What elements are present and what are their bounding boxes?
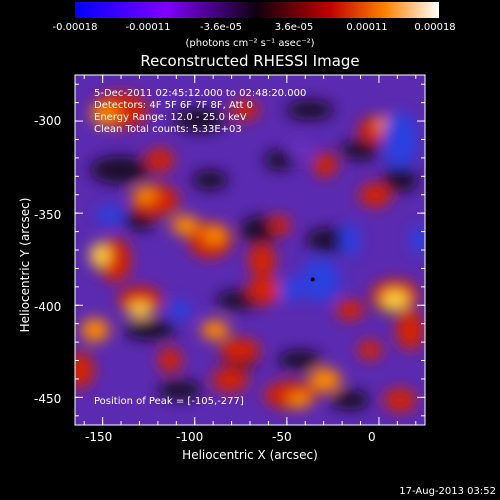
colorbar-tick: -0.00018 xyxy=(52,22,98,33)
y-tick-label: -350 xyxy=(34,208,62,222)
peak-position-label: Position of Peak = [-105,-277] xyxy=(94,396,244,407)
colorbar xyxy=(75,2,439,18)
chart-title: Reconstructed RHESSI Image xyxy=(140,52,360,70)
y-axis-title: Heliocentric Y (arcsec) xyxy=(18,197,32,333)
x-tick-label: 0 xyxy=(368,430,376,444)
colorbar-units: (photons cm⁻² s⁻¹ asec⁻²) xyxy=(185,38,315,49)
minimum-marker xyxy=(310,277,315,282)
detectors-label: Detectors: 4F 5F 6F 7F 8F, Att 0 xyxy=(94,100,254,111)
energy-range-label: Energy Range: 12.0 - 25.0 keV xyxy=(94,112,247,123)
colorbar-tick: 0.00018 xyxy=(414,22,456,33)
timestamp: 17-Aug-2013 03:52 xyxy=(399,486,496,497)
colorbar-tick: -0.00011 xyxy=(125,22,171,33)
colorbar-tick: 0.00011 xyxy=(346,22,388,33)
x-tick-label: -150 xyxy=(85,430,113,444)
y-tick-label: -400 xyxy=(34,300,62,314)
colorbar-tick: 3.6e-05 xyxy=(274,22,314,33)
heatmap-image xyxy=(75,75,425,425)
counts-label: Clean Total counts: 5.33E+03 xyxy=(94,124,242,135)
x-axis-title: Heliocentric X (arcsec) xyxy=(182,448,318,462)
x-tick-label: -100 xyxy=(176,430,204,444)
y-tick-label: -300 xyxy=(34,114,62,128)
y-tick-label: -450 xyxy=(34,392,62,406)
time-range-label: 5-Dec-2011 02:45:12.000 to 02:48:20.000 xyxy=(94,88,307,99)
colorbar-tick: -3.6e-05 xyxy=(200,22,242,33)
x-tick-label: -50 xyxy=(272,430,292,444)
